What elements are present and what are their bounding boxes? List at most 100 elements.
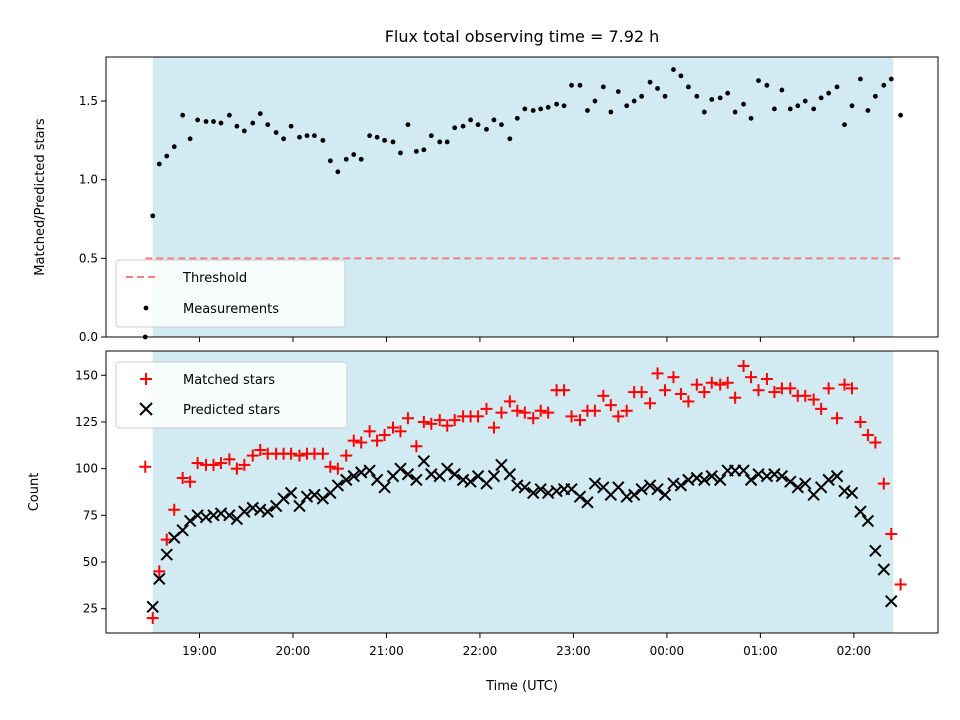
measurement-point	[655, 86, 660, 91]
measurement-point	[484, 126, 489, 132]
matched-star-point	[503, 395, 516, 408]
x-tick-label: 19:00	[182, 644, 217, 658]
matched-star-point	[363, 425, 376, 438]
matched-star-point	[441, 419, 454, 432]
matched-star-point	[293, 449, 306, 462]
matched-star-point	[612, 410, 625, 423]
predicted-star-point	[651, 482, 664, 496]
measurement-point	[678, 73, 684, 79]
matched-star-point	[324, 460, 337, 473]
measurement-point	[428, 133, 434, 139]
bottom-panel: 25 50 75 100 125 150 19:00 20:00 21:00 22:00 23:0…	[27, 350, 939, 694]
predicted-star-point	[620, 490, 633, 503]
measurement-point	[491, 117, 497, 123]
matched-star-point	[542, 406, 555, 419]
predicted-star-point	[877, 563, 890, 576]
predicted-star-point	[146, 600, 159, 614]
x-tick-label: 21:00	[369, 644, 404, 658]
measurement-point	[639, 93, 645, 99]
matched-star-point	[588, 404, 601, 417]
matched-star-point	[854, 415, 867, 428]
predicted-star-point	[199, 511, 213, 524]
predicted-star-point	[744, 473, 758, 487]
measurement-point	[772, 106, 777, 112]
matched-star-point	[433, 414, 446, 427]
matched-star-point	[573, 414, 586, 427]
matched-star-point	[674, 387, 687, 400]
matched-star-point	[214, 457, 227, 470]
predicted-star-point	[698, 473, 711, 487]
matched-star-point	[176, 471, 189, 484]
measurement-point	[872, 93, 878, 99]
bottom-y-tick-label: 150	[75, 368, 98, 382]
measurement-point	[312, 133, 317, 139]
matched-star-point	[635, 386, 648, 399]
predicted-star-point	[737, 464, 750, 477]
measurement-point	[398, 150, 403, 156]
matched-star-point	[760, 373, 773, 386]
matched-star-point	[565, 410, 578, 423]
measurement-point	[320, 137, 326, 143]
measurement-point	[281, 136, 287, 142]
measurement-point	[779, 87, 785, 93]
measurement-point	[234, 123, 240, 129]
matched-star-point	[191, 457, 204, 470]
measurement-point	[624, 103, 630, 109]
measurement-point	[211, 119, 216, 124]
matched-star-point	[667, 371, 680, 384]
measurement-point	[834, 84, 840, 90]
predicted-star-point	[284, 486, 298, 500]
predicted-star-point	[830, 469, 844, 483]
measurement-point	[701, 109, 707, 115]
matched-star-point	[316, 447, 329, 460]
bottom-y-tick-label: 125	[75, 415, 98, 429]
predicted-star-point	[838, 484, 851, 498]
predicted-star-point	[293, 499, 306, 513]
top-y-tick-label: 1.5	[79, 94, 98, 108]
predicted-star-point	[845, 486, 859, 500]
predicted-star-point	[277, 492, 290, 505]
matched-star-point	[371, 434, 384, 447]
measurement-point	[304, 133, 310, 139]
matched-star-point	[861, 429, 874, 442]
predicted-star-point	[331, 479, 345, 492]
matched-star-point	[285, 447, 298, 460]
measurement-point	[421, 147, 427, 153]
measurement-point	[671, 67, 676, 72]
predicted-star-point	[238, 505, 251, 518]
measurement-point	[538, 106, 544, 112]
matched-star-point	[894, 578, 907, 591]
bottom-y-tick-label: 50	[83, 555, 98, 569]
predicted-star-point	[183, 514, 197, 528]
matched-star-point	[448, 414, 461, 427]
measurement-point	[787, 106, 793, 112]
measurement-point	[460, 123, 466, 129]
matched-star-point	[355, 436, 368, 449]
predicted-star-point	[822, 473, 835, 487]
predicted-star-point	[378, 481, 391, 494]
chart-title: Flux total observing time = 7.92 h	[385, 27, 660, 46]
bottom-y-tick-label: 100	[75, 462, 98, 476]
predicted-star-point	[658, 488, 672, 502]
measurement-point	[351, 152, 357, 157]
measurement-point	[865, 108, 871, 113]
top-y-tick-label: 1.0	[79, 173, 98, 187]
matched-star-point	[401, 412, 414, 425]
matched-star-point	[729, 391, 742, 404]
measurement-point	[444, 139, 450, 145]
measurement-point	[257, 111, 263, 117]
matched-star-point	[659, 384, 672, 397]
measurement-point	[297, 134, 302, 140]
measurement-point	[273, 130, 279, 135]
measurement-point	[592, 98, 598, 104]
matched-star-point	[511, 404, 524, 417]
measurement-point	[600, 84, 606, 90]
measurement-point	[499, 122, 504, 128]
predicted-star-point	[573, 490, 587, 503]
matched-star-point	[410, 440, 423, 453]
measurement-point	[741, 101, 746, 107]
matched-star-point	[168, 503, 181, 516]
x-tick-label: 20:00	[276, 644, 311, 658]
measurement-point	[842, 122, 847, 128]
